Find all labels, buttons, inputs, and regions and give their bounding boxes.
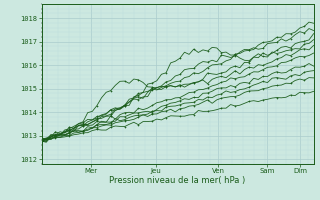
X-axis label: Pression niveau de la mer( hPa ): Pression niveau de la mer( hPa ) (109, 176, 246, 185)
